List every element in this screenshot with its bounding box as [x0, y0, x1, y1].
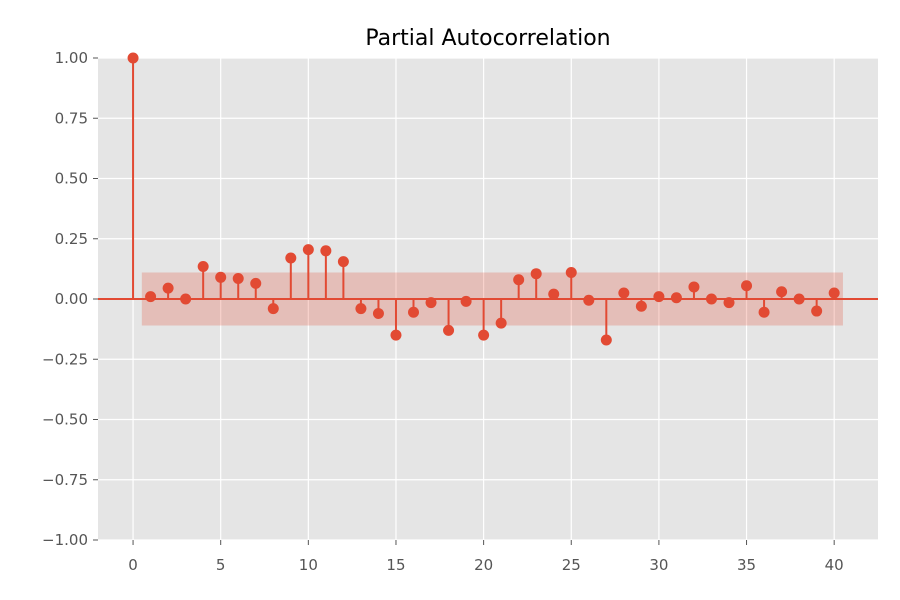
data-point	[828, 287, 840, 299]
data-point	[793, 293, 805, 305]
x-tick-label: 0	[128, 556, 138, 574]
data-point	[232, 273, 244, 285]
data-point	[723, 297, 735, 309]
data-point	[285, 252, 297, 264]
data-point	[635, 300, 647, 312]
x-tick-label: 20	[474, 556, 493, 574]
x-tick-label: 40	[825, 556, 844, 574]
data-point	[355, 303, 367, 315]
data-point	[267, 303, 279, 315]
data-point	[530, 268, 542, 280]
y-tick-label: −0.75	[42, 471, 88, 489]
data-point	[776, 286, 788, 298]
data-point	[372, 307, 384, 319]
data-point	[670, 292, 682, 304]
y-tick-label: 0.00	[55, 290, 88, 308]
chart-title: Partial Autocorrelation	[365, 26, 610, 51]
data-point	[408, 306, 420, 318]
data-point	[197, 260, 209, 272]
data-point	[425, 297, 437, 309]
stem-series	[127, 52, 840, 346]
data-point	[741, 280, 753, 292]
data-point	[705, 293, 717, 305]
data-point	[548, 288, 560, 300]
data-point	[443, 324, 455, 336]
data-point	[215, 271, 227, 283]
data-point	[390, 329, 402, 341]
data-point	[250, 277, 262, 289]
data-point	[320, 245, 332, 257]
data-point	[180, 293, 192, 305]
y-tick-label: −0.50	[42, 411, 88, 429]
y-tick-label: −1.00	[42, 531, 88, 549]
data-point	[127, 52, 139, 64]
y-tick-label: 0.25	[55, 230, 88, 248]
x-tick-label: 15	[386, 556, 405, 574]
data-point	[145, 291, 157, 303]
x-tick-label: 35	[737, 556, 756, 574]
x-axis: 0 5 10 15 20 25 30 35 40	[128, 540, 844, 574]
data-point	[688, 281, 700, 293]
y-axis: 1.00 0.75 0.50 0.25 0.00 −0.25 −0.50 −0.75 −1.00	[42, 49, 98, 549]
data-point	[337, 256, 349, 268]
data-point	[478, 329, 490, 341]
x-tick-label: 25	[562, 556, 581, 574]
data-point	[618, 287, 630, 299]
data-point	[653, 291, 665, 303]
data-point	[600, 334, 612, 346]
data-point	[513, 274, 525, 286]
data-point	[162, 282, 174, 294]
data-point	[302, 244, 314, 256]
data-point	[565, 266, 577, 278]
y-tick-label: 0.75	[55, 109, 88, 127]
data-point	[460, 295, 472, 307]
data-point	[758, 306, 770, 318]
x-tick-label: 5	[216, 556, 226, 574]
y-tick-label: 1.00	[55, 49, 88, 67]
x-tick-label: 10	[299, 556, 318, 574]
x-tick-label: 30	[649, 556, 668, 574]
y-tick-label: −0.25	[42, 350, 88, 368]
data-point	[495, 317, 507, 329]
data-point	[811, 305, 823, 317]
data-point	[583, 294, 595, 306]
y-tick-label: 0.50	[55, 170, 88, 188]
